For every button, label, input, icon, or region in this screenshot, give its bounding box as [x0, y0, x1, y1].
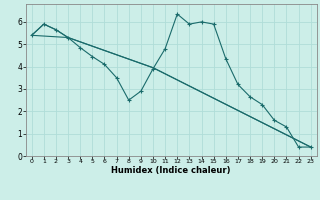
X-axis label: Humidex (Indice chaleur): Humidex (Indice chaleur): [111, 166, 231, 175]
